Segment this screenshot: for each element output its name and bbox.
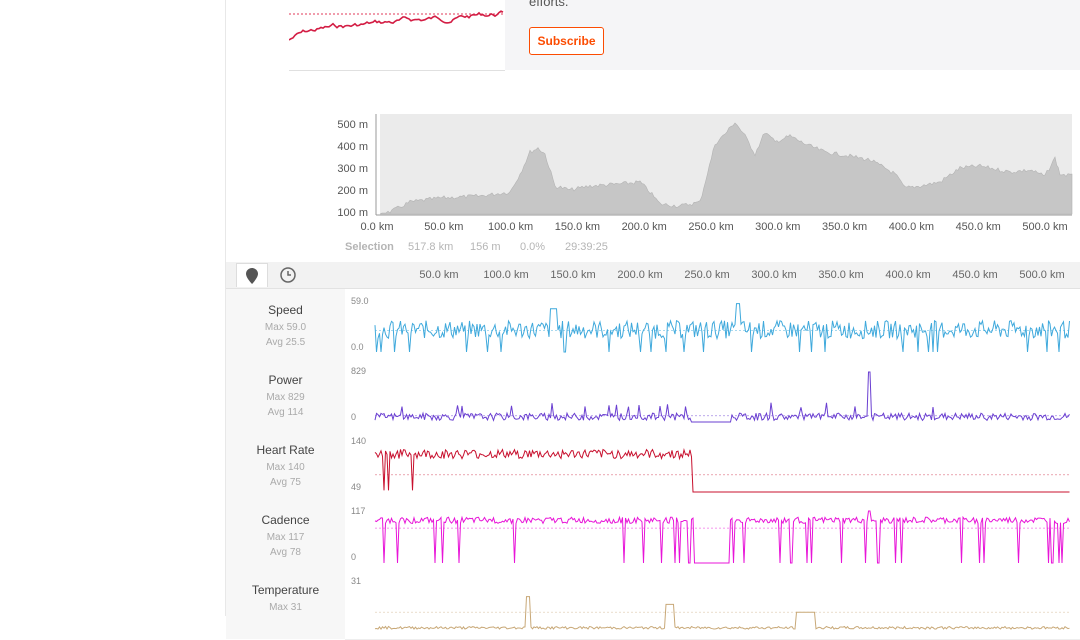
metric-label: Heart Rate Max 140 Avg 75: [226, 429, 345, 499]
elevation-x-label: 350.0 km: [821, 221, 868, 233]
metric-series-line: [374, 371, 1070, 423]
metric-max: Max 829: [266, 392, 305, 403]
elevation-y-label: 200 m: [337, 185, 368, 197]
elevation-y-label: 300 m: [337, 163, 368, 175]
chart-toolbar: 50.0 km 100.0 km 150.0 km 200.0 km 250.0 km 3…: [226, 262, 1080, 289]
metric-name: Power: [268, 373, 303, 387]
metric-chart[interactable]: 31: [345, 569, 1080, 640]
elevation-x-label: 400.0 km: [888, 221, 935, 233]
elevation-x-label: 450.0 km: [955, 221, 1001, 233]
metric-label: Cadence Max 117 Avg 78: [226, 499, 345, 569]
elevation-y-label: 500 m: [337, 119, 368, 131]
elevation-x-label: 100.0 km: [487, 221, 534, 233]
metric-label: Speed Max 59.0 Avg 25.5: [226, 289, 345, 359]
elevation-x-label: 200.0 km: [621, 221, 667, 233]
metric-avg: Avg 78: [270, 547, 301, 558]
metric-avg: Avg 75: [270, 477, 301, 488]
elevation-svg: [375, 114, 1073, 216]
metric-row-temperature[interactable]: Temperature Max 31 31: [226, 569, 1080, 640]
metric-max: Max 59.0: [264, 322, 307, 333]
metric-y-max: 59.0: [351, 296, 369, 306]
metric-max: Max 140: [266, 462, 305, 473]
selection-summary: Selection 517.8 km 156 m 0.0% 29:39:25: [345, 241, 608, 253]
metric-name: Speed: [268, 303, 303, 317]
distance-axis-label: 200.0 km: [617, 269, 663, 281]
metric-line-svg: [374, 596, 1070, 631]
promo-text: efforts.: [529, 0, 569, 9]
promo-thumbnail-chart: [288, 0, 505, 71]
time-mode-button[interactable]: [272, 263, 304, 287]
metric-y-max: 829: [351, 366, 367, 376]
metric-name: Cadence: [261, 513, 310, 527]
metric-name: Temperature: [251, 583, 320, 597]
metric-avg: Avg 114: [267, 407, 304, 418]
metric-row-speed[interactable]: Speed Max 59.0 Avg 25.5 59.0 0.0: [226, 289, 1080, 360]
metric-line-svg: [374, 448, 1070, 493]
distance-mode-button[interactable]: [236, 263, 268, 287]
page-divider: [225, 0, 226, 616]
metric-label: Temperature Max 31: [226, 569, 345, 639]
clock-icon: [280, 267, 296, 283]
metric-series-line: [374, 303, 1070, 353]
selection-label: Selection: [345, 241, 394, 253]
metric-y-min: 49: [351, 482, 362, 492]
distance-axis-label: 250.0 km: [684, 269, 730, 281]
elevation-x-label: 50.0 km: [424, 221, 464, 233]
metric-y-min: 0: [351, 412, 357, 422]
selection-distance: 517.8 km: [408, 241, 454, 253]
distance-axis-label: 100.0 km: [483, 269, 529, 281]
metric-label: Power Max 829 Avg 114: [226, 359, 345, 429]
selection-time: 29:39:25: [565, 241, 608, 253]
metric-row-power[interactable]: Power Max 829 Avg 114 829 0: [226, 359, 1080, 430]
elevation-x-label: 0.0 km: [360, 221, 394, 233]
elevation-x-label: 500.0 km: [1022, 221, 1068, 233]
subscribe-button[interactable]: Subscribe: [529, 27, 604, 55]
metric-chart[interactable]: 117 0: [345, 499, 1080, 570]
metric-avg: Avg 25.5: [265, 337, 306, 348]
distance-axis-label: 450.0 km: [952, 269, 998, 281]
metric-row-heart-rate[interactable]: Heart Rate Max 140 Avg 75 140 49: [226, 429, 1080, 500]
metric-row-cadence[interactable]: Cadence Max 117 Avg 78 117 0: [226, 499, 1080, 570]
promo-panel: efforts. Subscribe: [288, 0, 1080, 71]
metric-chart[interactable]: 829 0: [345, 359, 1080, 430]
distance-axis-label: 300.0 km: [751, 269, 797, 281]
metric-line-svg: [374, 510, 1070, 564]
metric-y-max: 140: [351, 436, 367, 446]
distance-axis-label: 350.0 km: [818, 269, 864, 281]
metric-line-svg: [374, 371, 1070, 423]
metric-chart[interactable]: 140 49: [345, 429, 1080, 500]
distance-axis-label: 400.0 km: [885, 269, 931, 281]
metric-y-min: 0: [351, 552, 357, 562]
elevation-y-label: 100 m: [337, 207, 368, 219]
elevation-x-label: 300.0 km: [755, 221, 801, 233]
metric-line-svg: [374, 303, 1070, 353]
distance-axis-label: 150.0 km: [550, 269, 596, 281]
metric-y-max: 31: [351, 576, 362, 586]
promo-sparkline: [288, 10, 505, 41]
selection-grade: 0.0%: [520, 241, 546, 253]
distance-axis-label: 50.0 km: [419, 269, 459, 281]
metric-max: Max 31: [269, 602, 302, 613]
map-marker-icon: [246, 267, 258, 284]
metric-y-min: 0.0: [351, 342, 364, 352]
elevation-chart[interactable]: 500 m 400 m 300 m 200 m 100 m 0.0 km 50.0 km 1…: [330, 108, 1080, 258]
metric-series-line: [374, 596, 1070, 631]
elevation-y-label: 400 m: [337, 141, 368, 153]
elevation-x-label: 250.0 km: [688, 221, 734, 233]
metric-chart[interactable]: 59.0 0.0: [345, 289, 1080, 360]
metric-max: Max 117: [266, 532, 305, 543]
distance-axis-label: 500.0 km: [1019, 269, 1065, 281]
metric-y-max: 117: [351, 506, 366, 516]
promo-sparkline-path: [288, 10, 504, 41]
metric-name: Heart Rate: [256, 443, 315, 457]
metric-series-line: [374, 448, 1070, 493]
metric-series-line: [374, 510, 1070, 564]
elevation-x-label: 150.0 km: [554, 221, 601, 233]
elevation-profile-area: [379, 122, 1073, 215]
selection-elevation: 156 m: [470, 241, 501, 253]
